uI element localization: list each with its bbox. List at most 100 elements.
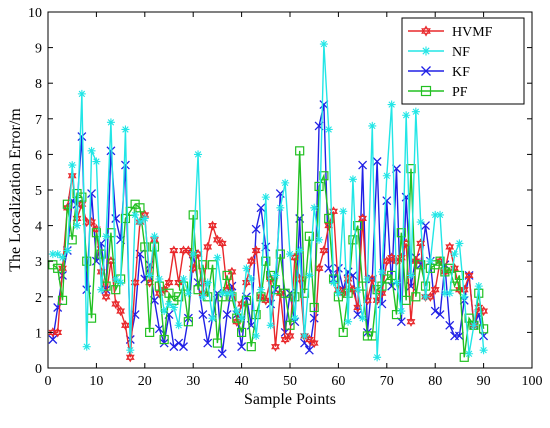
data-point — [169, 303, 178, 312]
data-point — [435, 310, 445, 320]
data-point — [348, 235, 358, 245]
data-point — [169, 245, 179, 256]
data-point — [91, 228, 102, 238]
y-axis-label: The Localization Error/m — [7, 108, 24, 272]
data-point — [319, 171, 329, 181]
data-point — [276, 203, 285, 212]
data-point — [353, 310, 363, 320]
data-point — [445, 289, 454, 298]
data-point — [338, 327, 348, 337]
data-point — [430, 284, 440, 295]
data-point — [53, 263, 63, 273]
data-point — [392, 278, 401, 287]
data-point — [285, 320, 295, 330]
data-point — [106, 118, 115, 127]
data-point — [121, 125, 130, 134]
x-tick-label: 50 — [283, 374, 297, 389]
data-point — [101, 291, 111, 302]
data-point — [479, 324, 489, 334]
data-point — [135, 203, 145, 213]
data-point — [421, 46, 431, 56]
data-point — [179, 275, 188, 283]
legend-item-pf: PF — [408, 85, 468, 100]
y-tick-label: 5 — [35, 184, 42, 199]
data-point — [164, 288, 174, 298]
data-point — [382, 256, 392, 267]
data-point — [396, 228, 406, 238]
data-point — [454, 331, 464, 341]
data-point — [324, 213, 334, 224]
y-tick-label: 6 — [35, 148, 42, 163]
data-point — [57, 295, 68, 305]
data-point — [261, 193, 270, 202]
data-point — [421, 25, 431, 37]
legend: HVMF NF KF PF — [401, 17, 525, 105]
data-point — [174, 338, 184, 348]
data-point — [169, 342, 179, 352]
data-point — [445, 241, 455, 253]
data-point — [367, 273, 377, 285]
x-tick-label: 100 — [522, 374, 543, 389]
data-point — [154, 324, 164, 334]
data-point — [165, 299, 173, 308]
data-point — [295, 246, 304, 255]
data-point — [237, 342, 247, 352]
data-point — [416, 260, 426, 270]
data-point — [213, 253, 222, 262]
data-point — [53, 250, 62, 259]
data-point — [459, 352, 469, 362]
y-tick-label: 3 — [35, 255, 42, 270]
data-point — [315, 235, 324, 244]
data-point — [247, 275, 256, 283]
x-axis-label: Sample Points — [244, 391, 336, 408]
data-point — [333, 263, 343, 273]
data-point — [96, 249, 106, 259]
data-point — [431, 210, 440, 219]
data-point — [251, 245, 261, 256]
data-point — [62, 199, 72, 209]
data-point — [140, 242, 150, 252]
data-point — [314, 263, 324, 274]
data-point — [111, 275, 120, 283]
y-tick-label: 2 — [35, 291, 42, 306]
data-point — [82, 342, 91, 351]
data-point — [208, 314, 217, 323]
data-point — [53, 327, 63, 338]
data-point — [397, 307, 406, 316]
data-point — [362, 331, 373, 341]
data-point — [280, 288, 290, 298]
data-point — [116, 305, 126, 317]
data-point — [469, 321, 478, 330]
data-point — [48, 250, 57, 259]
data-point — [111, 214, 121, 223]
data-point — [420, 85, 432, 97]
data-point — [304, 334, 314, 345]
y-tick-label: 9 — [35, 42, 42, 57]
data-point — [426, 257, 435, 266]
data-point — [116, 278, 125, 287]
data-point — [183, 245, 193, 256]
data-point — [77, 89, 86, 98]
data-point — [425, 291, 435, 302]
data-point — [281, 178, 290, 187]
x-tick-label: 30 — [186, 374, 200, 389]
data-point — [464, 313, 474, 323]
legend-item-nf: NF — [408, 45, 470, 60]
data-point — [314, 181, 324, 192]
data-point — [102, 232, 111, 241]
data-point — [445, 320, 455, 330]
data-point — [164, 277, 174, 288]
data-point — [271, 271, 280, 280]
data-point — [329, 278, 338, 287]
data-point — [227, 289, 236, 298]
data-point — [343, 288, 353, 298]
data-point — [363, 275, 372, 283]
y-tick-label: 4 — [35, 220, 42, 235]
data-point — [145, 327, 155, 337]
x-tick-label: 70 — [380, 374, 394, 389]
data-point — [353, 221, 363, 231]
data-point — [160, 307, 169, 316]
data-point — [474, 282, 483, 291]
data-point — [286, 250, 294, 259]
